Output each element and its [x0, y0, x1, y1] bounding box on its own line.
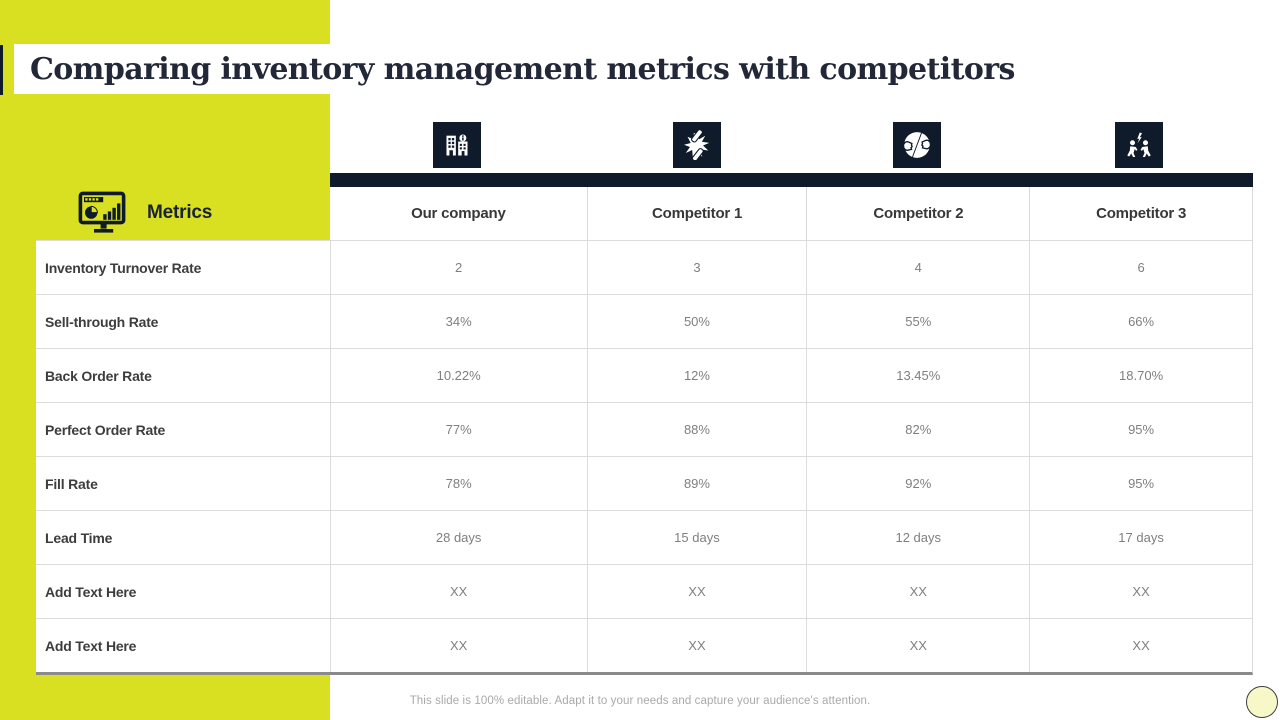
metric-label: Add Text Here	[45, 637, 137, 654]
column-header-our-company: Our company	[411, 205, 506, 222]
metric-value-cell: 18.70%	[1029, 349, 1252, 402]
metric-value-cell: 92%	[806, 457, 1029, 510]
dashboard-charts-icon	[78, 191, 130, 235]
metric-value-cell: 3	[586, 241, 807, 294]
versus-faces-icon	[893, 122, 941, 168]
slide-title: Comparing inventory management metrics w…	[30, 51, 1015, 87]
metric-value-cell: 95%	[1029, 457, 1252, 510]
metric-value-cell: 89%	[586, 457, 807, 510]
metric-value-cell: XX	[329, 619, 587, 672]
metric-label: Lead Time	[45, 529, 113, 546]
metric-label: Sell-through Rate	[45, 313, 159, 330]
table-row: Back Order Rate 10.22% 12% 13.45% 18.70%	[36, 348, 1252, 402]
metric-value-cell: 77%	[329, 403, 587, 456]
title-band: Comparing inventory management metrics w…	[14, 44, 1035, 94]
impact-starburst-icon	[673, 122, 721, 168]
column-header-competitor-2: Competitor 2	[806, 187, 1029, 240]
metric-value-cell: 12%	[586, 349, 807, 402]
table-row: Perfect Order Rate 77% 88% 82% 95%	[36, 402, 1252, 456]
metric-value-cell: XX	[806, 565, 1029, 618]
metric-value-cell: 78%	[329, 457, 587, 510]
table-row: Add Text Here XX XX XX XX	[36, 564, 1252, 618]
metric-value-cell: XX	[586, 619, 807, 672]
metric-value-cell: 50%	[586, 295, 807, 348]
metric-value-cell: XX	[1029, 565, 1252, 618]
metric-value-cell: 17 days	[1029, 511, 1252, 564]
table-row: Sell-through Rate 34% 50% 55% 66%	[36, 294, 1252, 348]
title-edge-accent	[0, 45, 3, 95]
metric-value-cell: 82%	[806, 403, 1029, 456]
metric-label: Fill Rate	[45, 475, 98, 492]
metrics-label: Metrics	[147, 201, 213, 223]
table-top-accent-bar	[330, 173, 1253, 187]
table-row: Fill Rate 78% 89% 92% 95%	[36, 456, 1252, 510]
metric-label: Back Order Rate	[45, 367, 152, 384]
table-row: Add Text Here XX XX XX XX	[36, 618, 1252, 672]
metric-value-cell: 95%	[1029, 403, 1252, 456]
table-row: Lead Time 28 days 15 days 12 days 17 days	[36, 510, 1252, 564]
rivalry-people-icon	[1115, 122, 1163, 168]
metric-value-cell: XX	[806, 619, 1029, 672]
metric-value-cell: 28 days	[329, 511, 587, 564]
metric-value-cell: 12 days	[806, 511, 1029, 564]
metric-label: Perfect Order Rate	[45, 421, 166, 438]
metric-value-cell: XX	[1029, 619, 1252, 672]
metric-value-cell: 2	[329, 241, 587, 294]
metric-value-cell: 34%	[329, 295, 587, 348]
metric-value-cell: 6	[1029, 241, 1252, 294]
metric-value-cell: 88%	[586, 403, 807, 456]
table-header-row: Our company Competitor 1 Competitor 2 Co…	[330, 187, 1253, 240]
footer-note: This slide is 100% editable. Adapt it to…	[409, 695, 871, 707]
metric-label: Add Text Here	[45, 583, 137, 600]
metric-label: Inventory Turnover Rate	[45, 259, 202, 276]
metric-value-cell: 15 days	[586, 511, 807, 564]
column-header-competitor-3: Competitor 3	[1029, 187, 1252, 240]
metric-value-cell: 4	[806, 241, 1029, 294]
metrics-header: Metrics	[36, 185, 330, 240]
company-buildings-icon	[433, 122, 481, 168]
metric-value-cell: 13.45%	[806, 349, 1029, 402]
metric-value-cell: XX	[586, 565, 807, 618]
metric-value-cell: 55%	[806, 295, 1029, 348]
metric-value-cell: XX	[329, 565, 587, 618]
metric-value-cell: 10.22%	[329, 349, 587, 402]
column-header-competitor-1: Competitor 1	[586, 187, 807, 240]
corner-circle-decoration	[1246, 686, 1278, 718]
metric-value-cell: 66%	[1029, 295, 1252, 348]
